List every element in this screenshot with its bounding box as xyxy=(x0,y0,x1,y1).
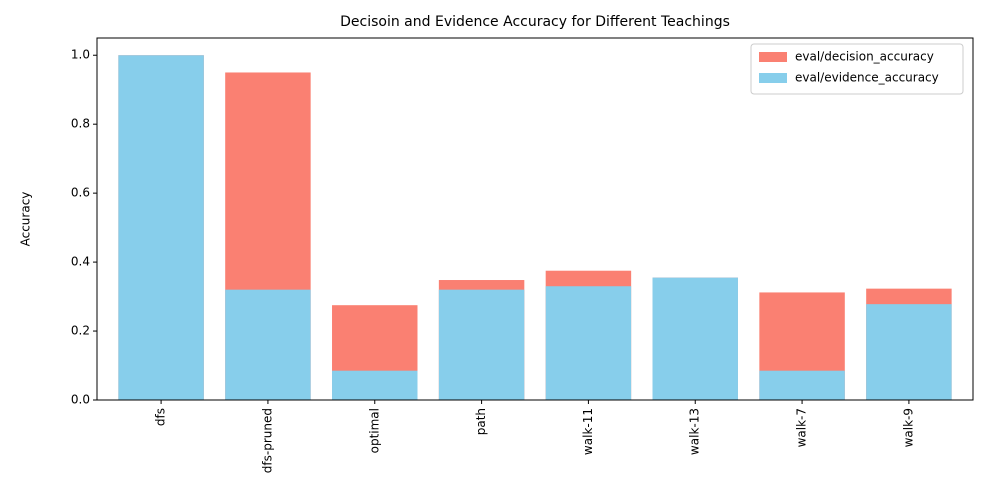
x-tick-label: walk-11 xyxy=(581,408,595,455)
legend-label: eval/decision_accuracy xyxy=(795,50,934,64)
chart-title: Decisoin and Evidence Accuracy for Diffe… xyxy=(340,14,730,30)
x-tick-label: walk-7 xyxy=(795,408,809,447)
bar xyxy=(866,304,952,400)
y-tick-label: 0.2 xyxy=(71,324,90,338)
y-tick-label: 0.6 xyxy=(71,186,90,200)
legend-swatch xyxy=(759,73,787,83)
y-tick-label: 1.0 xyxy=(71,48,90,62)
bar xyxy=(225,289,311,400)
legend-box xyxy=(750,43,964,95)
y-axis-label: Accuracy xyxy=(19,192,33,247)
x-tick-label: dfs xyxy=(154,408,168,426)
bar xyxy=(759,370,845,400)
bar xyxy=(118,55,204,400)
y-tick-label: 0.0 xyxy=(71,393,90,407)
axes-frame xyxy=(96,37,974,401)
x-tick-label: optimal xyxy=(367,408,381,453)
bar xyxy=(438,289,525,400)
x-tick-label: dfs-pruned xyxy=(260,408,274,473)
bar xyxy=(652,277,738,400)
x-tick-label: path xyxy=(474,408,488,435)
legend-label: eval/evidence_accuracy xyxy=(795,71,939,85)
x-tick-label: walk-9 xyxy=(901,408,915,447)
y-tick-label: 0.4 xyxy=(71,255,90,269)
bar xyxy=(332,370,418,400)
legend-swatch xyxy=(759,52,787,62)
x-tick-label: walk-13 xyxy=(688,408,702,455)
bar xyxy=(545,286,632,400)
y-tick-label: 0.8 xyxy=(71,117,90,131)
